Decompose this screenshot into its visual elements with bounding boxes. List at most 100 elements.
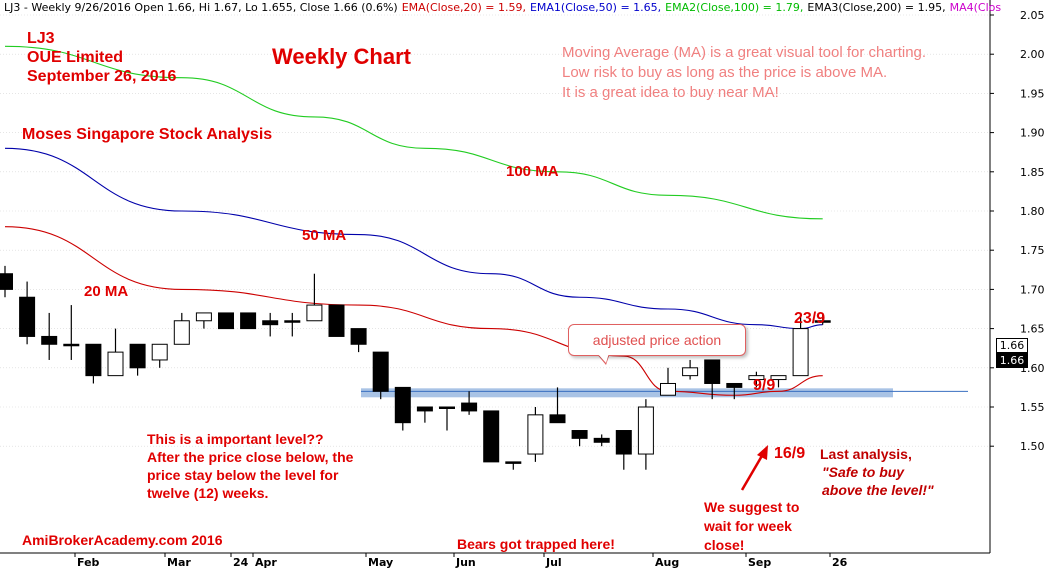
candle-body — [41, 335, 58, 345]
website-label: AmiBrokerAcademy.com 2016 — [22, 532, 223, 548]
ema50-line — [4, 147, 823, 330]
x-tick-label: Sep — [748, 556, 771, 569]
header-ema20: EMA(Close,20) = 1.59, — [401, 1, 526, 14]
candle-body — [0, 273, 13, 290]
candle — [0, 265, 13, 298]
important-note-2: After the price close below, the — [147, 449, 354, 465]
candle — [439, 406, 455, 431]
ma-note-1: Moving Average (MA) is a great visual to… — [562, 44, 927, 61]
candle — [394, 386, 411, 431]
candle-body — [284, 320, 301, 323]
x-axis: Feb Mar 24 Apr May Jun Jul Aug Sep 26 — [0, 552, 990, 569]
candle — [107, 328, 124, 377]
candle-body — [350, 328, 367, 345]
x-tick-label: Jun — [455, 556, 476, 569]
x-tick-label: 26 — [832, 556, 848, 569]
candle-body — [593, 437, 610, 443]
y-tick-label: 1.65 — [1020, 323, 1045, 336]
candlesticks — [0, 265, 831, 470]
candle — [814, 312, 831, 325]
suggest-note-3: close! — [704, 537, 745, 553]
candle — [615, 430, 632, 470]
x-tick-label: May — [368, 556, 393, 569]
candle — [129, 343, 146, 376]
candle-body — [262, 320, 279, 326]
candle — [792, 312, 809, 377]
candle — [372, 351, 389, 400]
candle-body — [63, 343, 80, 347]
candle — [726, 382, 743, 400]
candle-body — [792, 328, 809, 377]
candle-body — [394, 386, 411, 424]
candle-body — [85, 343, 102, 377]
header-ema200: EMA3(Close,200) = 1.95, — [807, 1, 946, 14]
candle — [660, 367, 676, 396]
ma-note-2: Low risk to buy as long as the price is … — [562, 64, 888, 81]
ema100-line — [4, 45, 823, 220]
candle-body — [151, 343, 168, 361]
candle-body — [615, 430, 632, 455]
label-50ma: 50 MA — [302, 227, 347, 244]
header-prefix: LJ3 - Weekly 9/26/2016 Open 1.66, Hi 1.6… — [4, 1, 398, 14]
candle-body — [328, 304, 345, 337]
candle-body — [704, 359, 721, 384]
candle — [151, 343, 168, 368]
important-note-1: This is a important level?? — [147, 431, 324, 447]
date-label: September 26, 2016 — [27, 68, 177, 85]
y-axis: 1.501.551.601.651.701.751.801.851.901.95… — [989, 0, 1045, 553]
y-tick-label: 1.90 — [1020, 127, 1045, 140]
candle — [195, 312, 212, 329]
candle — [328, 304, 345, 337]
moving-averages — [4, 45, 823, 396]
candle — [41, 312, 58, 360]
x-tick-label: Apr — [255, 556, 277, 569]
candle-body — [107, 351, 124, 377]
candle — [770, 375, 787, 388]
callout-tail-fill — [597, 353, 609, 363]
label-9-9: 9/9 — [753, 377, 776, 394]
y-tick-label: 1.85 — [1020, 166, 1045, 179]
candle — [306, 273, 323, 322]
price-tag-last: 1.66 — [996, 338, 1028, 353]
candle — [416, 406, 433, 423]
candle — [350, 328, 367, 353]
y-tick-label: 2.00 — [1020, 48, 1045, 61]
last-analysis-1: Last analysis, — [820, 446, 912, 462]
candle — [262, 312, 279, 337]
grid-lines — [0, 14, 990, 447]
candle — [63, 305, 80, 360]
analysis-by-label: Moses Singapore Stock Analysis — [22, 126, 273, 143]
candle — [240, 312, 257, 330]
candle-body — [660, 382, 676, 396]
candle-body — [814, 320, 831, 323]
candle-body — [173, 320, 190, 345]
candle — [284, 312, 301, 337]
candle — [483, 410, 500, 463]
candle-body — [19, 296, 36, 337]
ema20-line — [4, 226, 823, 396]
header-ema100: EMA2(Close,100) = 1.79, — [665, 1, 804, 14]
candle-body — [505, 461, 522, 464]
x-tick-label: Aug — [655, 556, 679, 569]
last-analysis-3: above the level!" — [822, 482, 934, 498]
label-100ma: 100 MA — [506, 163, 559, 180]
x-tick-label: 24 — [233, 556, 249, 569]
y-tick-label: 1.50 — [1020, 440, 1045, 453]
candle-body — [372, 351, 389, 392]
candle-body — [218, 312, 234, 330]
candle-body — [195, 312, 212, 322]
y-tick-label: 2.05 — [1020, 9, 1045, 22]
bears-note: Bears got trapped here! — [457, 536, 615, 552]
important-note-4: twelve (12) weeks. — [147, 485, 269, 501]
price-tag-close: 1.66 — [996, 353, 1028, 368]
candle — [173, 312, 190, 345]
suggest-note-2: wait for week — [704, 518, 792, 534]
candle-body — [306, 304, 323, 322]
x-tick-label: Feb — [77, 556, 100, 569]
header-ma4: MA4(Clos — [949, 1, 1002, 14]
x-tick-label: Jul — [545, 556, 562, 569]
candle-body — [770, 375, 787, 381]
candle — [85, 343, 102, 384]
important-note-3: price stay below the level for — [147, 467, 339, 483]
